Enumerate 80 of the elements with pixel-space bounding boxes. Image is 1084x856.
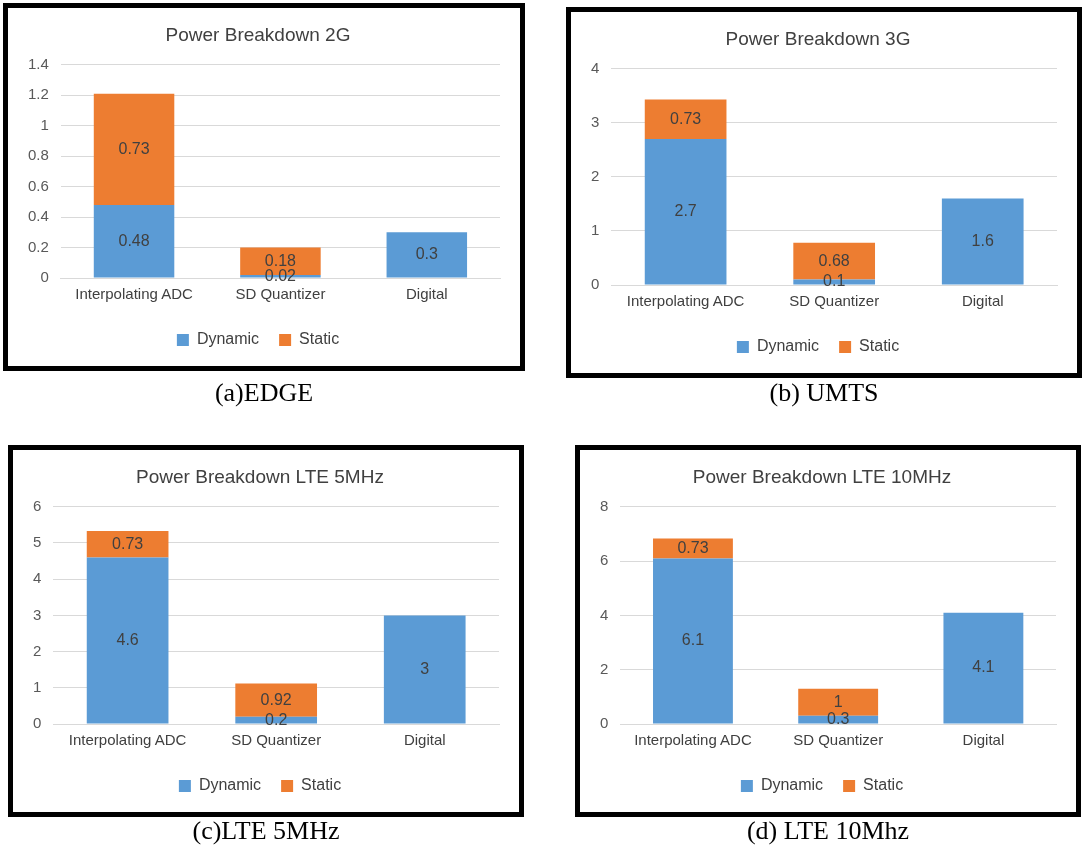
- bar: [653, 558, 733, 724]
- y-tick-label: 1: [591, 221, 600, 239]
- bar: [383, 615, 466, 724]
- text: (c)LTE 5MHz: [191, 816, 341, 846]
- data-label: 4.1: [972, 658, 995, 676]
- chart-title: Power Breakdown 2G: [165, 23, 351, 45]
- data-label: 0.92: [260, 690, 292, 708]
- data-label: 0.73: [677, 538, 709, 556]
- data-label: 0.02: [264, 266, 297, 284]
- x-tick-label: SD Quantizer: [789, 292, 880, 310]
- bar: [644, 99, 727, 140]
- legend-label: Static: [301, 776, 342, 794]
- data-label: 2.7: [674, 202, 697, 220]
- legend-label: Static: [863, 776, 904, 794]
- y-tick-label: 3: [591, 112, 600, 130]
- y-tick-label: 0: [33, 714, 42, 732]
- legend-label: Dynamic: [760, 776, 824, 794]
- bar: [86, 557, 169, 724]
- y-tick-label: 4: [33, 569, 42, 587]
- chart-title: Power Breakdown LTE 5MHz: [136, 465, 384, 487]
- chart-title: Power Breakdown LTE 10MHz: [692, 465, 952, 487]
- data-label: 0.18: [264, 251, 297, 269]
- x-tick-label: Interpolating ADC: [634, 731, 752, 749]
- y-tick-label: 1.4: [27, 54, 49, 72]
- data-label: 6.1: [681, 631, 705, 649]
- x-tick-label: SD Quantizer: [793, 731, 884, 749]
- y-tick-label: 4: [591, 58, 600, 76]
- chart-title: Power Breakdown 3G: [725, 27, 911, 49]
- x-tick-label: Interpolating ADC: [75, 285, 193, 303]
- x-tick-label: Digital: [961, 292, 1004, 310]
- y-tick-label: 0.2: [27, 237, 49, 255]
- y-tick-label: 1.2: [27, 85, 49, 103]
- y-tick-label: 0.4: [27, 207, 49, 225]
- x-tick-label: SD Quantizer: [231, 731, 322, 749]
- x-tick-label: Digital: [405, 285, 448, 303]
- y-tick-label: 4: [600, 605, 609, 623]
- x-tick-label: Interpolating ADC: [68, 731, 187, 749]
- y-tick-label: 0: [600, 714, 609, 732]
- text: (a)EDGE: [213, 378, 315, 408]
- y-tick-label: 0: [591, 275, 600, 293]
- x-tick-label: SD Quantizer: [235, 285, 326, 303]
- y-tick-label: 8: [600, 496, 609, 514]
- legend-label: Dynamic: [198, 776, 262, 794]
- data-label: 1: [833, 692, 843, 710]
- data-label: 4.6: [116, 630, 139, 648]
- y-tick-label: 5: [33, 533, 42, 551]
- data-label: 0.68: [818, 251, 850, 269]
- bar: [943, 612, 1024, 724]
- y-tick-label: 6: [600, 551, 609, 569]
- data-label: 0.73: [112, 534, 144, 552]
- legend-label: Dynamic: [196, 330, 260, 348]
- data-label: 0.73: [670, 109, 702, 127]
- bar: [941, 198, 1024, 285]
- y-tick-label: 2: [33, 641, 42, 659]
- y-tick-label: 0: [40, 268, 49, 286]
- bar: [644, 139, 727, 285]
- bar: [93, 93, 175, 205]
- data-label: 0.48: [118, 231, 150, 249]
- text: (d) LTE 10Mhz: [745, 816, 911, 846]
- data-label: 0.73: [118, 139, 150, 157]
- y-tick-label: 0.8: [27, 146, 49, 164]
- y-tick-label: 1: [33, 677, 42, 695]
- legend-label: Static: [299, 330, 340, 348]
- x-tick-label: Digital: [962, 731, 1005, 749]
- data-label: 0.3: [415, 245, 439, 263]
- y-tick-label: 1: [40, 115, 49, 133]
- data-label: 1.6: [971, 231, 994, 249]
- legend-label: Static: [859, 337, 900, 355]
- x-tick-label: Digital: [403, 731, 446, 749]
- y-tick-label: 3: [33, 605, 42, 623]
- bar: [93, 204, 175, 278]
- x-tick-label: Interpolating ADC: [626, 292, 745, 310]
- legend-label: Dynamic: [756, 337, 820, 355]
- text: (b) UMTS: [768, 378, 880, 408]
- data-label: 3: [420, 659, 430, 677]
- bar: [386, 232, 468, 278]
- y-tick-label: 0.6: [27, 176, 49, 194]
- y-tick-label: 2: [600, 659, 609, 677]
- y-tick-label: 2: [591, 167, 600, 185]
- y-tick-label: 6: [33, 496, 42, 514]
